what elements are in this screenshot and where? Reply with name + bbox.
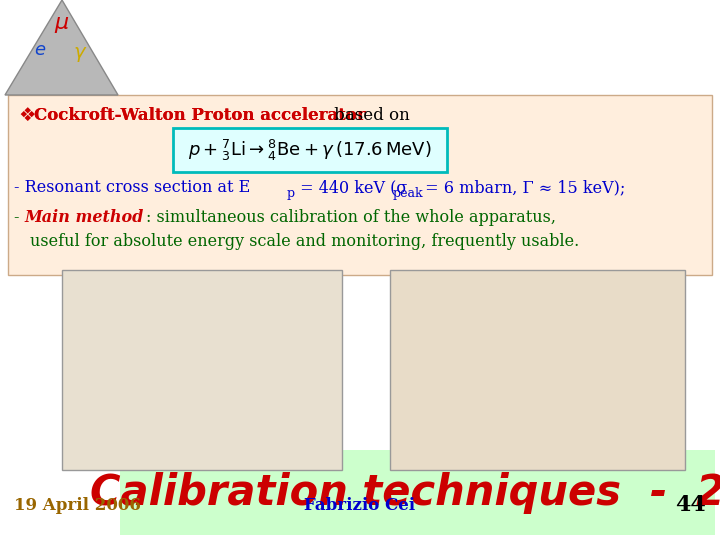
Text: = 6 mbarn, Γ ≈ 15 keV);: = 6 mbarn, Γ ≈ 15 keV); — [420, 179, 626, 197]
Text: p: p — [287, 186, 295, 199]
Text: Cockroft-Walton Proton accelerator: Cockroft-Walton Proton accelerator — [34, 106, 366, 124]
Text: = 440 keV (σ: = 440 keV (σ — [295, 179, 408, 197]
Text: $\mu$: $\mu$ — [54, 15, 70, 35]
Text: based on: based on — [329, 106, 410, 124]
FancyBboxPatch shape — [173, 128, 447, 172]
Text: -: - — [14, 208, 24, 226]
Text: $\gamma$: $\gamma$ — [73, 45, 87, 64]
Text: Cockroft-Walton Proton accelerator: Cockroft-Walton Proton accelerator — [34, 106, 366, 124]
Text: Calibration techniques  -  2): Calibration techniques - 2) — [91, 471, 720, 514]
Text: Main method: Main method — [24, 208, 143, 226]
FancyBboxPatch shape — [62, 270, 342, 470]
Text: Fabrizio Cei: Fabrizio Cei — [305, 496, 415, 514]
Text: - Resonant cross section at E: - Resonant cross section at E — [14, 179, 251, 197]
Text: : simultaneous calibration of the whole apparatus,: : simultaneous calibration of the whole … — [146, 208, 556, 226]
Text: 44: 44 — [675, 494, 706, 516]
Text: $p+{}^{7}_{3}\mathrm{Li} \rightarrow {}^{8}_{4}\mathrm{Be}+\gamma\,(17.6\,\mathr: $p+{}^{7}_{3}\mathrm{Li} \rightarrow {}^… — [188, 138, 432, 163]
Text: 19 April 2006: 19 April 2006 — [14, 496, 141, 514]
Text: $e$: $e$ — [34, 41, 46, 59]
Text: peak: peak — [393, 186, 423, 199]
FancyBboxPatch shape — [8, 95, 712, 275]
FancyBboxPatch shape — [120, 450, 715, 535]
FancyBboxPatch shape — [390, 270, 685, 470]
Polygon shape — [5, 0, 118, 95]
Text: useful for absolute energy scale and monitoring, frequently usable.: useful for absolute energy scale and mon… — [30, 233, 580, 251]
Text: ❖: ❖ — [18, 105, 35, 125]
